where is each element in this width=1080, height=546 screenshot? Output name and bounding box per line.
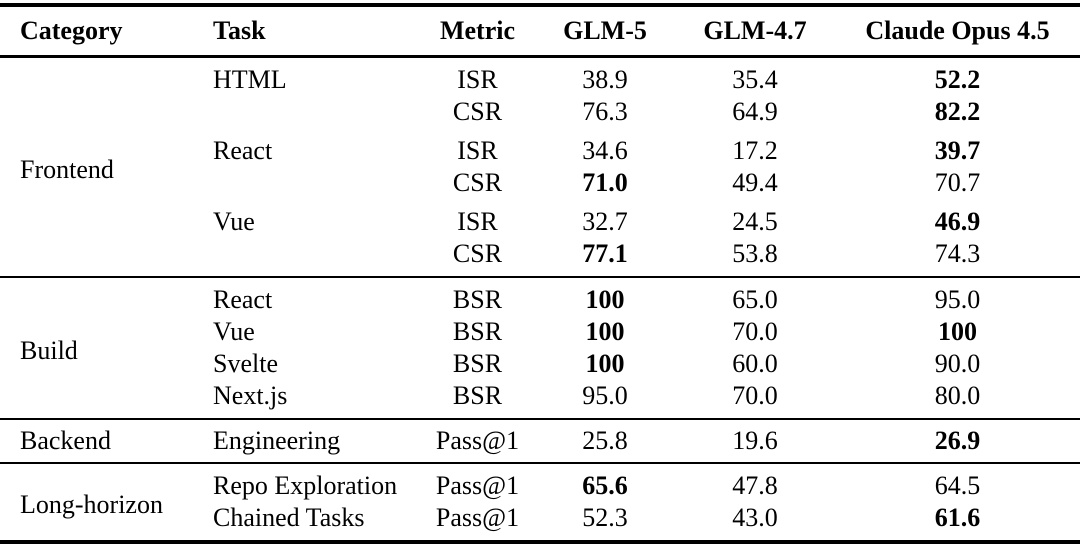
task-cell-nextjs: Next.js	[213, 381, 288, 410]
row-frontend-vue-isr: Vue ISR 32.7 24.5 46.9	[0, 199, 1080, 238]
metric-cell: CSR	[452, 239, 503, 268]
score-cell-glm5: 100	[585, 317, 625, 346]
row-backend-engineering: Backend Engineering Pass@1 25.8 19.6 26.…	[0, 419, 1080, 463]
section-build: Build React BSR 100 65.0 95.0 Vue BSR 10…	[0, 277, 1080, 419]
row-build-vue: Vue BSR 100 70.0 100	[0, 316, 1080, 348]
score-cell-opus: 90.0	[934, 349, 981, 378]
score-cell-glm47: 70.0	[732, 317, 778, 346]
metric-cell: Pass@1	[435, 426, 520, 455]
metric-cell: CSR	[452, 97, 503, 126]
row-frontend-react-csr: CSR 71.0 49.4 70.7	[0, 167, 1080, 199]
score-cell-glm47: 49.4	[732, 168, 778, 197]
score-cell-glm47: 64.9	[732, 97, 778, 126]
score-cell-glm47: 53.8	[732, 239, 778, 268]
task-cell-html: HTML	[213, 65, 287, 94]
col-header-glm5: GLM-5	[563, 16, 647, 45]
row-build-react: Build React BSR 100 65.0 95.0	[0, 277, 1080, 365]
score-cell-glm47: 35.4	[732, 65, 778, 94]
score-cell-opus: 26.9	[934, 426, 981, 455]
score-cell-glm5: 25.8	[582, 426, 628, 455]
metric-cell: ISR	[457, 136, 498, 165]
metric-cell: Pass@1	[435, 503, 520, 532]
score-cell-glm5: 34.6	[582, 136, 628, 165]
score-cell-glm5: 65.6	[582, 471, 628, 500]
score-cell-glm47: 70.0	[732, 381, 778, 410]
row-build-nextjs: Next.js BSR 95.0 70.0 80.0	[0, 380, 1080, 419]
row-longhorizon-chained-tasks: Chained Tasks Pass@1 52.3 43.0 61.6	[0, 502, 1080, 542]
score-cell-opus: 46.9	[934, 207, 981, 236]
metric-cell: BSR	[452, 285, 503, 314]
score-cell-opus: 95.0	[934, 285, 981, 314]
category-cell-long-horizon: Long-horizon	[20, 490, 163, 519]
score-cell-glm5: 100	[585, 349, 625, 378]
task-cell-vue: Vue	[213, 207, 255, 236]
section-backend: Backend Engineering Pass@1 25.8 19.6 26.…	[0, 419, 1080, 463]
score-cell-glm5: 95.0	[582, 381, 628, 410]
score-cell-glm5: 100	[585, 285, 625, 314]
row-build-svelte: Svelte BSR 100 60.0 90.0	[0, 348, 1080, 380]
row-frontend-html-csr: CSR 76.3 64.9 82.2	[0, 96, 1080, 128]
task-cell-react-build: React	[213, 285, 273, 314]
score-cell-opus: 80.0	[934, 381, 981, 410]
benchmark-results-table: Category Task Metric GLM-5 GLM-4.7 Claud…	[0, 3, 1080, 544]
col-header-metric: Metric	[439, 16, 516, 45]
task-cell-vue-build: Vue	[213, 317, 255, 346]
score-cell-glm47: 47.8	[732, 471, 778, 500]
metric-cell: ISR	[457, 207, 498, 236]
metric-cell: Pass@1	[435, 471, 520, 500]
metric-cell: ISR	[457, 65, 498, 94]
section-frontend: Frontend HTML ISR 38.9 35.4 52.2 CSR 76.…	[0, 57, 1080, 278]
score-cell-opus: 100	[938, 317, 977, 346]
metric-cell: CSR	[452, 168, 503, 197]
category-cell-frontend: Frontend	[20, 155, 114, 184]
task-cell-engineering: Engineering	[213, 426, 341, 455]
score-cell-glm47: 19.6	[732, 426, 778, 455]
task-cell-svelte: Svelte	[213, 349, 278, 378]
score-cell-opus: 39.7	[934, 136, 981, 165]
score-cell-opus: 82.2	[934, 97, 981, 126]
category-cell-build: Build	[20, 336, 78, 365]
score-cell-glm5: 76.3	[582, 97, 628, 126]
row-frontend-react-isr: React ISR 34.6 17.2 39.7	[0, 128, 1080, 167]
row-longhorizon-repo-exploration: Long-horizon Repo Exploration Pass@1 65.…	[0, 463, 1080, 519]
score-cell-glm5: 32.7	[582, 207, 628, 236]
score-cell-glm5: 77.1	[582, 239, 628, 268]
category-cell-backend: Backend	[20, 426, 111, 455]
col-header-claude-opus: Claude Opus 4.5	[865, 16, 1050, 45]
col-header-glm47: GLM-4.7	[703, 16, 807, 45]
score-cell-opus: 52.2	[934, 65, 981, 94]
score-cell-glm47: 60.0	[732, 349, 778, 378]
score-cell-glm5: 71.0	[582, 168, 628, 197]
row-frontend-html-isr: Frontend HTML ISR 38.9 35.4 52.2	[0, 57, 1080, 184]
task-cell-repo-exploration: Repo Exploration	[213, 471, 398, 500]
metric-cell: BSR	[452, 349, 503, 378]
col-header-task: Task	[213, 16, 266, 45]
score-cell-opus: 74.3	[934, 239, 981, 268]
col-header-category: Category	[20, 16, 123, 45]
score-cell-opus: 61.6	[934, 503, 981, 532]
section-long-horizon: Long-horizon Repo Exploration Pass@1 65.…	[0, 463, 1080, 542]
row-frontend-vue-csr: CSR 77.1 53.8 74.3	[0, 238, 1080, 277]
task-cell-chained-tasks: Chained Tasks	[213, 503, 365, 532]
table-header: Category Task Metric GLM-5 GLM-4.7 Claud…	[0, 5, 1080, 57]
task-cell-react: React	[213, 136, 273, 165]
score-cell-opus: 70.7	[934, 168, 981, 197]
metric-cell: BSR	[452, 317, 503, 346]
metric-cell: BSR	[452, 381, 503, 410]
score-cell-opus: 64.5	[934, 471, 981, 500]
score-cell-glm5: 38.9	[582, 65, 628, 94]
score-cell-glm47: 43.0	[732, 503, 778, 532]
score-cell-glm47: 24.5	[732, 207, 778, 236]
score-cell-glm47: 65.0	[732, 285, 778, 314]
header-row: Category Task Metric GLM-5 GLM-4.7 Claud…	[0, 5, 1080, 57]
score-cell-glm5: 52.3	[582, 503, 628, 532]
score-cell-glm47: 17.2	[732, 136, 778, 165]
